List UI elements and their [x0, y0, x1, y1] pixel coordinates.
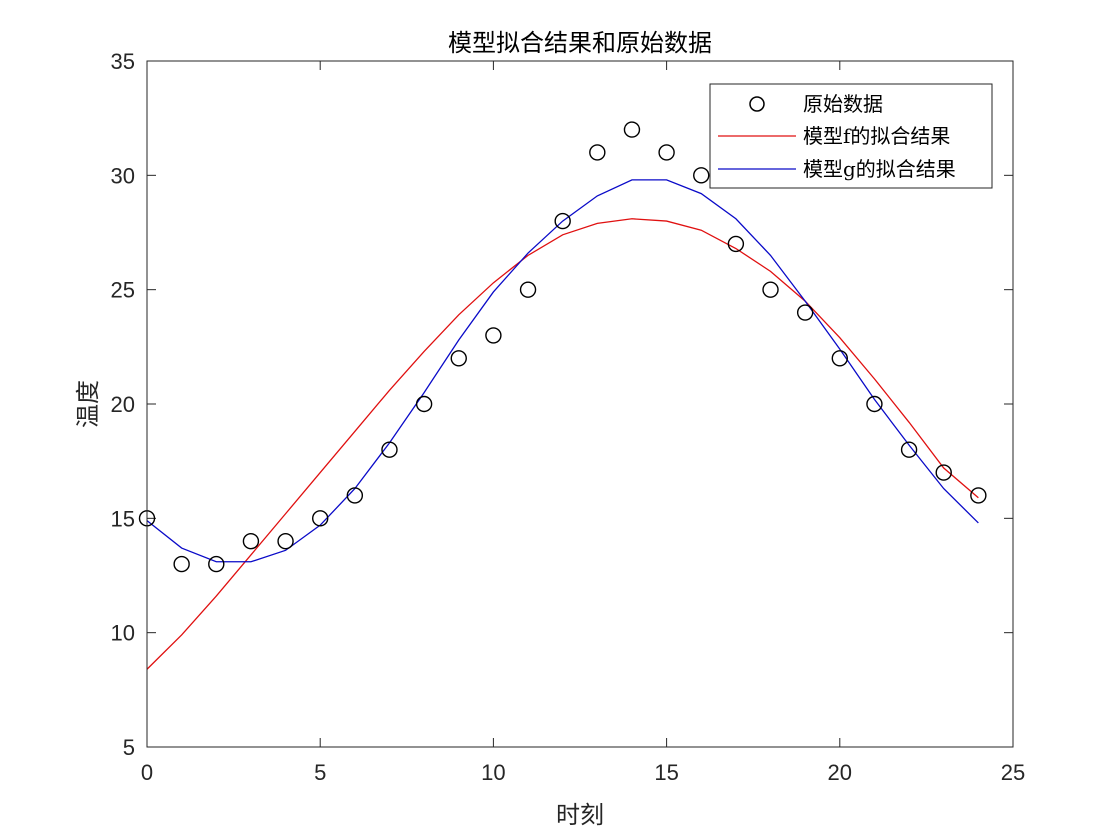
data-point [415, 395, 433, 413]
legend-label-model-g: 模型g的拟合结果 [803, 157, 956, 181]
data-point [623, 121, 641, 138]
y-axis-ticks: 5 10 15 20 25 30 35 [111, 49, 1013, 760]
x-tick-label: 20 [828, 760, 852, 785]
data-point [208, 555, 225, 573]
data-point [935, 464, 952, 481]
data-point [242, 533, 260, 550]
data-point [519, 281, 537, 298]
y-tick-label: 5 [123, 735, 135, 760]
y-axis-title: 温度 [74, 380, 102, 428]
chart-title: 模型拟合结果和原始数据 [448, 29, 712, 57]
x-tick-label: 5 [314, 760, 326, 785]
data-point [693, 167, 710, 184]
data-point [485, 327, 502, 344]
data-point [762, 281, 779, 298]
y-tick-label: 10 [111, 621, 135, 646]
x-tick-label: 10 [481, 760, 505, 785]
legend-marker-raw-data [749, 96, 765, 112]
data-point [900, 441, 918, 458]
data-point [727, 235, 745, 253]
data-point [173, 555, 190, 573]
data-point [381, 441, 398, 458]
y-tick-label: 35 [111, 49, 135, 74]
legend-label-raw-data: 原始数据 [803, 92, 883, 116]
data-point [970, 487, 987, 504]
x-tick-label: 25 [1001, 760, 1025, 785]
data-point [450, 350, 467, 367]
y-tick-label: 20 [111, 392, 135, 417]
data-point [866, 395, 883, 413]
x-axis-title: 时刻 [556, 801, 604, 829]
legend-label-model-f: 模型f的拟合结果 [803, 124, 950, 148]
y-tick-label: 25 [111, 278, 135, 303]
x-tick-label: 15 [654, 760, 678, 785]
x-tick-label: 0 [141, 760, 153, 785]
data-point [554, 212, 571, 230]
plot-frame [146, 60, 1014, 748]
data-point [589, 144, 606, 161]
series-line-1 [146, 218, 979, 670]
y-tick-label: 15 [111, 506, 135, 531]
series-line-2 [146, 179, 979, 563]
data-point [796, 304, 814, 321]
legend: 原始数据 模型f的拟合结果 模型g的拟合结果 [709, 83, 993, 189]
data-point [346, 487, 364, 504]
data-point [658, 144, 675, 161]
data-point [831, 350, 848, 367]
x-axis-ticks: 0 5 10 15 20 25 [141, 61, 1025, 785]
data-point [312, 510, 329, 527]
y-tick-label: 30 [111, 163, 135, 188]
data-point [277, 533, 294, 550]
